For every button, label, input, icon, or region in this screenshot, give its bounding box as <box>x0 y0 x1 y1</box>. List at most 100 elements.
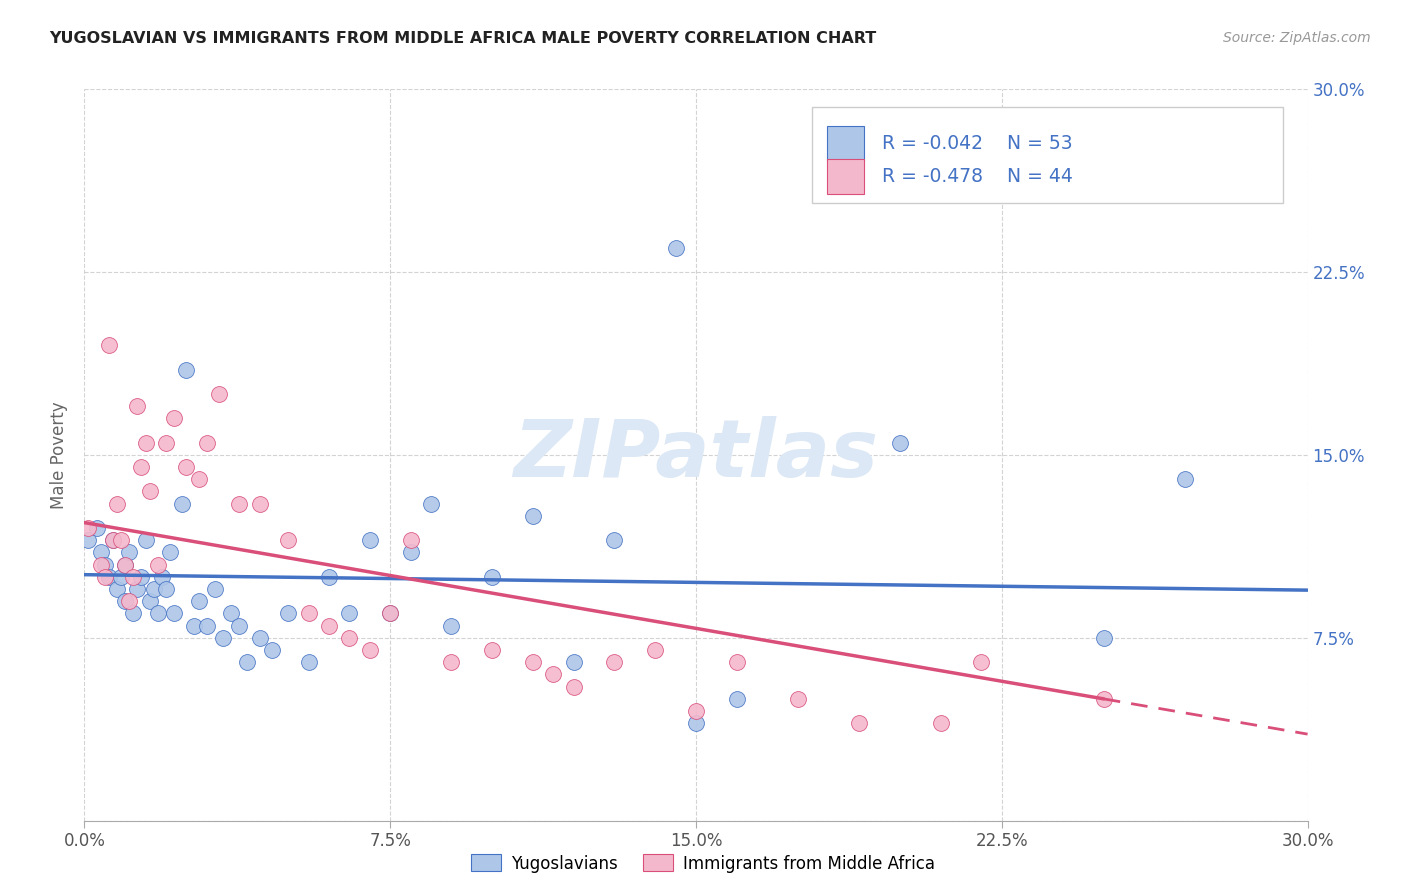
Point <box>127 399 149 413</box>
Text: R = -0.478    N = 44: R = -0.478 N = 44 <box>882 167 1073 186</box>
Point <box>260 643 283 657</box>
Point <box>77 533 100 548</box>
Point <box>127 582 149 596</box>
Point <box>603 533 626 548</box>
Point <box>562 680 585 694</box>
Point <box>195 435 218 450</box>
Point <box>212 631 235 645</box>
Point <box>114 594 136 608</box>
Point <box>787 691 810 706</box>
Point <box>481 570 503 584</box>
Point <box>163 411 186 425</box>
Point <box>1092 631 1115 645</box>
Bar <box>827 126 863 161</box>
Point <box>359 533 381 548</box>
Point <box>685 716 707 731</box>
Point <box>562 655 585 669</box>
Point <box>249 497 271 511</box>
Point <box>86 521 108 535</box>
Point <box>1174 472 1197 486</box>
Point <box>155 435 177 450</box>
Point <box>110 570 132 584</box>
Bar <box>827 159 863 194</box>
Point <box>122 607 145 621</box>
Text: Source: ZipAtlas.com: Source: ZipAtlas.com <box>1223 31 1371 45</box>
Point <box>318 570 340 584</box>
Point <box>172 497 194 511</box>
Point <box>142 582 165 596</box>
Point <box>146 558 169 572</box>
Point <box>318 618 340 632</box>
Point <box>848 716 870 731</box>
Point <box>174 362 197 376</box>
Point <box>236 655 259 669</box>
Point <box>105 582 128 596</box>
Point <box>399 545 422 559</box>
Point <box>118 594 141 608</box>
Point <box>187 472 209 486</box>
Legend: Yugoslavians, Immigrants from Middle Africa: Yugoslavians, Immigrants from Middle Afr… <box>464 847 942 880</box>
Point <box>183 618 205 632</box>
Point <box>665 241 688 255</box>
Point <box>77 521 100 535</box>
Point <box>155 582 177 596</box>
Point <box>380 607 402 621</box>
Point <box>90 558 112 572</box>
Point <box>522 655 544 669</box>
Point <box>101 533 124 548</box>
Point <box>339 607 361 621</box>
Point <box>603 655 626 669</box>
Point <box>97 338 120 352</box>
Y-axis label: Male Poverty: Male Poverty <box>51 401 69 508</box>
Point <box>101 533 124 548</box>
Point <box>359 643 381 657</box>
Point <box>228 618 250 632</box>
Point <box>420 497 443 511</box>
Point <box>970 655 993 669</box>
Point <box>725 655 748 669</box>
Point <box>481 643 503 657</box>
Point <box>208 387 231 401</box>
Point <box>114 558 136 572</box>
Point <box>339 631 361 645</box>
Point <box>122 570 145 584</box>
Point <box>90 545 112 559</box>
Point <box>522 508 544 523</box>
Text: ZIPatlas: ZIPatlas <box>513 416 879 494</box>
Point <box>146 607 169 621</box>
Point <box>118 545 141 559</box>
Text: R = -0.042    N = 53: R = -0.042 N = 53 <box>882 134 1073 153</box>
Point <box>138 594 160 608</box>
Point <box>159 545 181 559</box>
Point <box>644 643 666 657</box>
Point <box>399 533 422 548</box>
Point <box>543 667 565 681</box>
Point <box>1092 691 1115 706</box>
Point <box>298 655 321 669</box>
Point <box>298 607 321 621</box>
Point <box>97 570 120 584</box>
Point <box>440 655 463 669</box>
Point <box>135 435 157 450</box>
Point <box>138 484 160 499</box>
Point <box>440 618 463 632</box>
Point <box>277 533 299 548</box>
Point <box>105 497 128 511</box>
Point <box>249 631 271 645</box>
Point <box>228 497 250 511</box>
Point <box>174 460 197 475</box>
Point <box>685 704 707 718</box>
Point <box>187 594 209 608</box>
Point <box>93 570 115 584</box>
Point <box>195 618 218 632</box>
Point <box>204 582 226 596</box>
Point <box>150 570 173 584</box>
Point <box>929 716 952 731</box>
Point <box>110 533 132 548</box>
Point <box>131 460 153 475</box>
Point <box>114 558 136 572</box>
Text: YUGOSLAVIAN VS IMMIGRANTS FROM MIDDLE AFRICA MALE POVERTY CORRELATION CHART: YUGOSLAVIAN VS IMMIGRANTS FROM MIDDLE AF… <box>49 31 876 46</box>
Point <box>219 607 242 621</box>
Point <box>93 558 115 572</box>
Point <box>277 607 299 621</box>
